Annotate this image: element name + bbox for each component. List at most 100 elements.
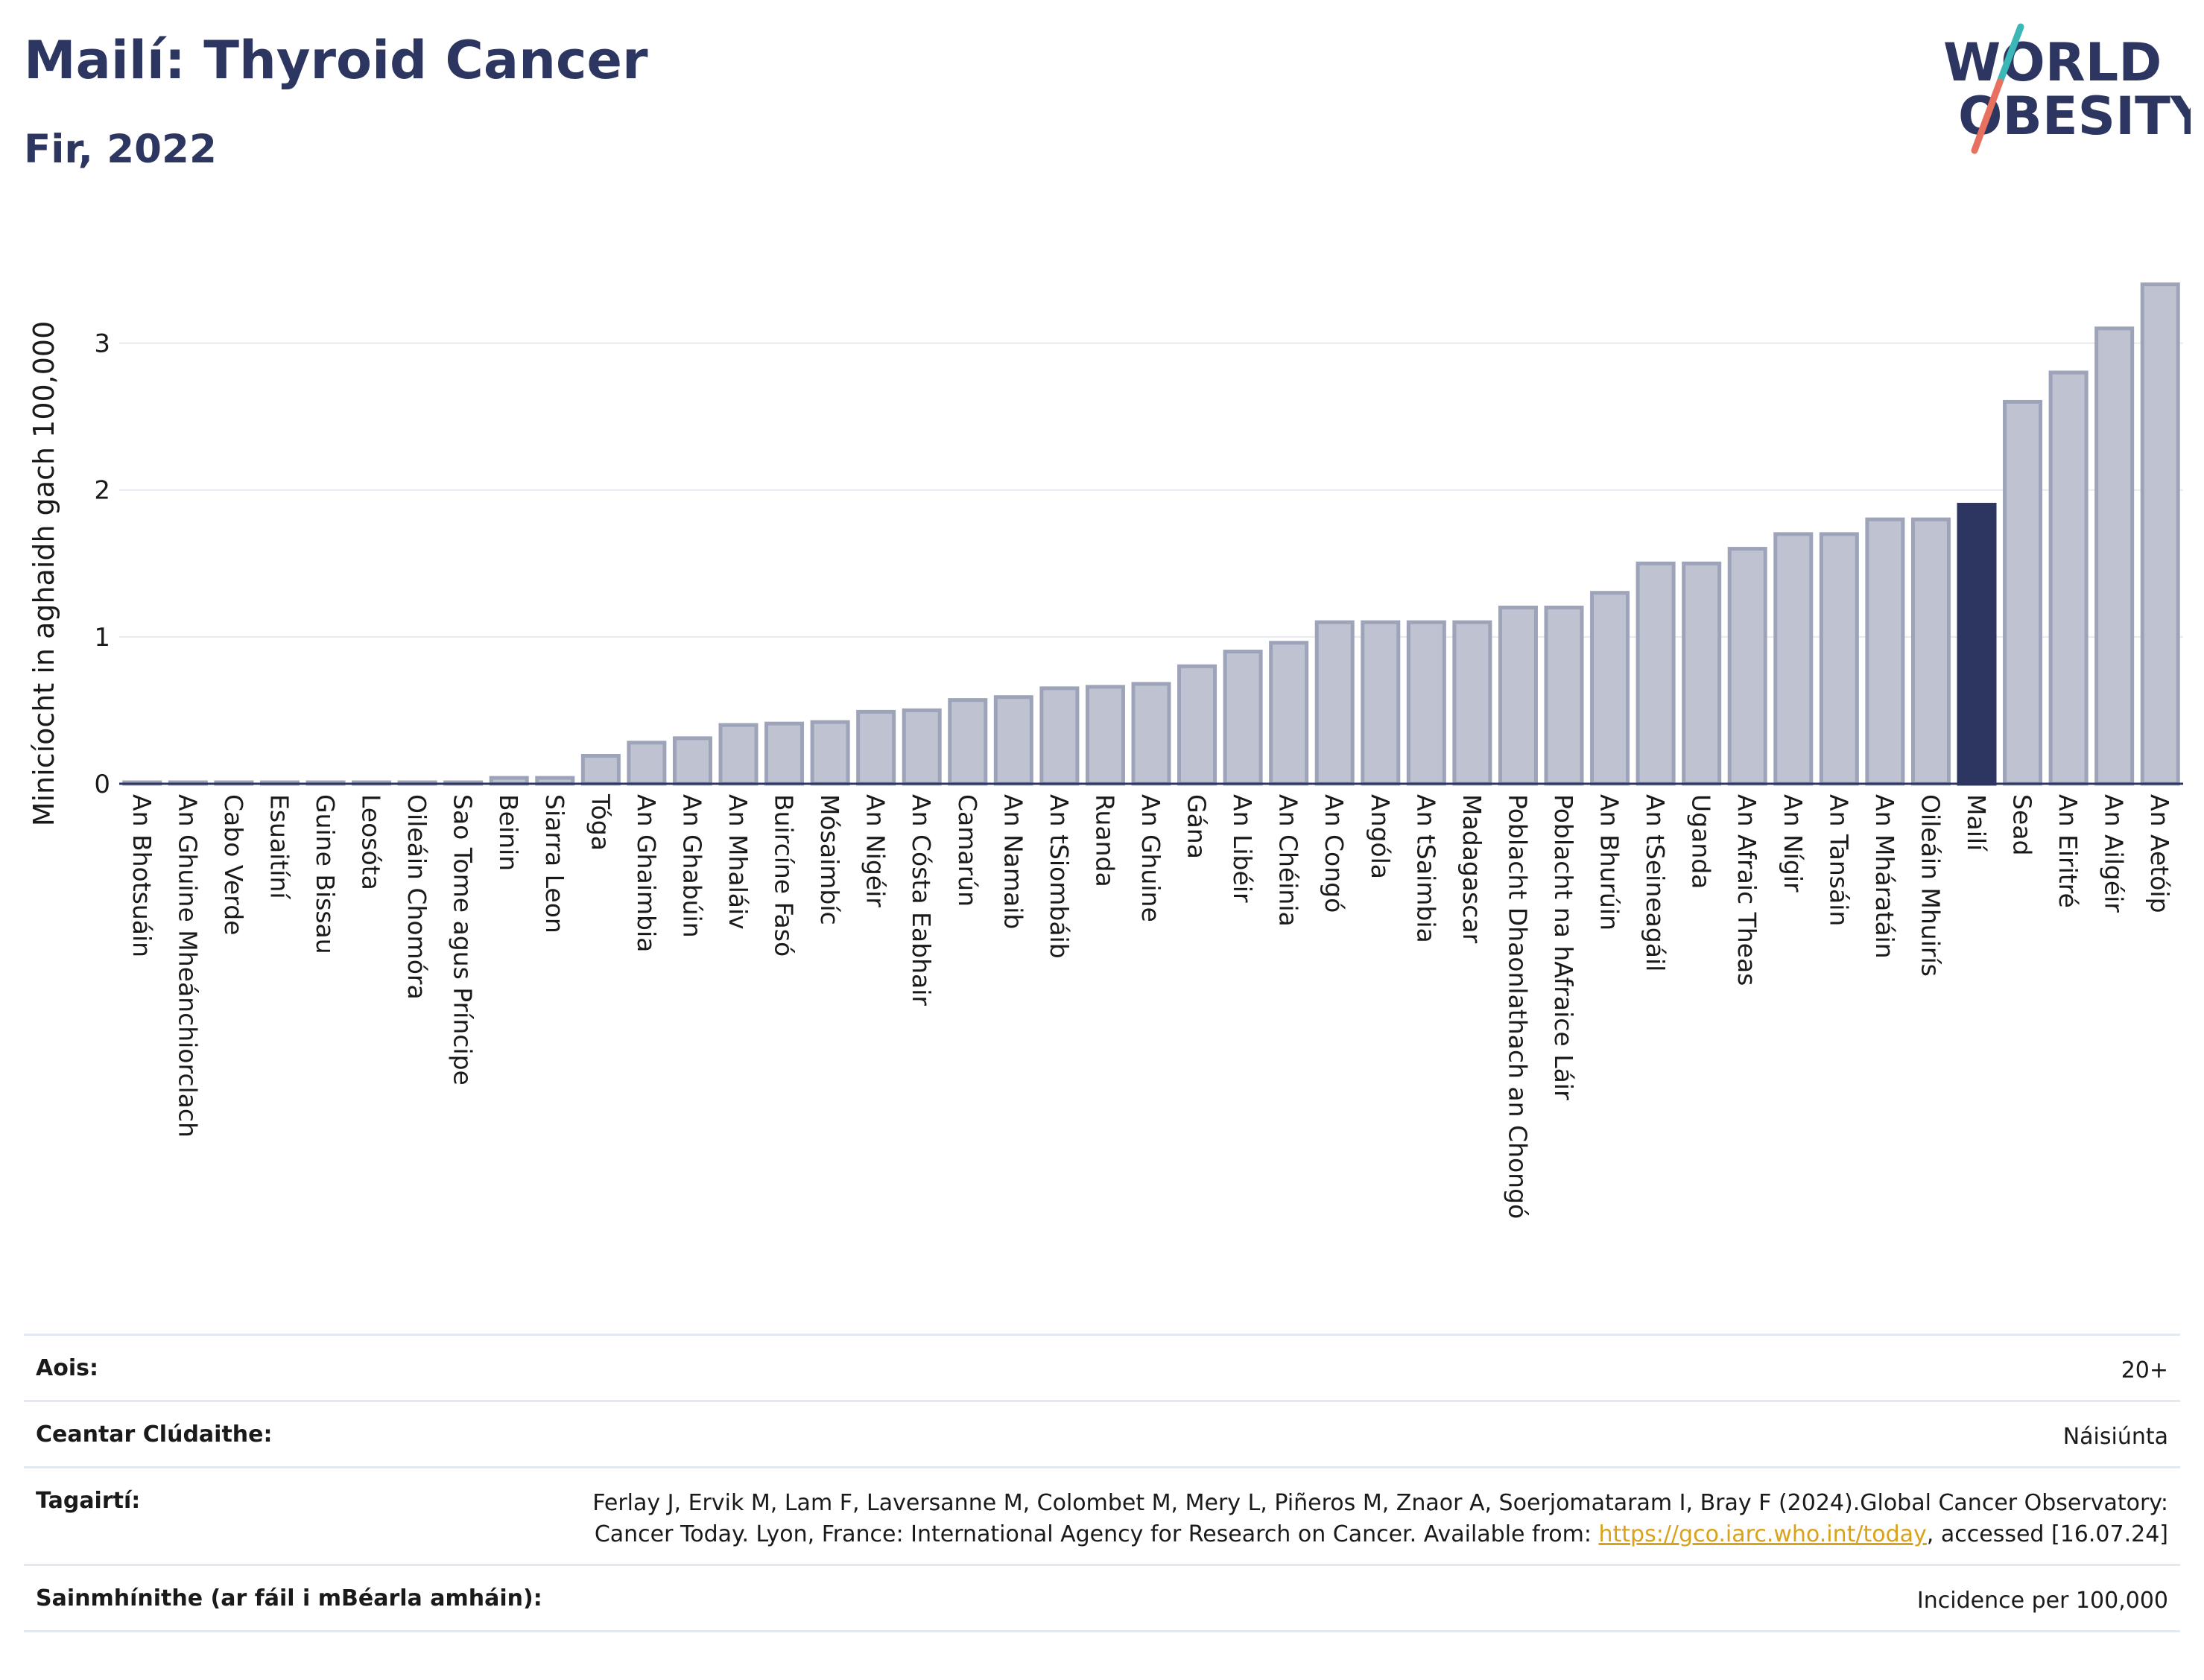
bar [1039,686,1080,786]
world-obesity-logo: WORLD OBESITY [1943,23,2191,154]
bar [627,741,667,786]
x-tick-label: An Eiritré [2053,794,2083,908]
bar [1910,517,1951,786]
x-tick-label: Guine Bissau [311,794,340,954]
x-tick-label: Gána [1182,794,1212,859]
x-tick-label: An Tansáin [1824,794,1853,926]
x-tick-label: An Afraic Theas [1732,794,1761,986]
x-tick-label: An Aetóip [2145,794,2174,913]
axes: 0 1 2 3 [94,329,2183,799]
x-tick-label: Camarún [953,794,982,907]
info-value-references: Ferlay J, Ervik M, Lam F, Laversanne M, … [529,1488,2168,1550]
x-tick-label: Uganda [1687,794,1716,889]
reference-text: Ferlay J, Ervik M, Lam F, Laversanne M, … [592,1490,2168,1547]
x-tick-label: Sao Tome agus Príncipe [449,794,478,1085]
x-tick-label: An Congó [1320,794,1349,913]
x-tick-label: An Mhaláiv [723,794,753,930]
x-tick-label: Beinin [494,794,523,871]
logo-slash-teal [1996,23,2024,86]
bar [948,698,988,786]
x-tick-label: Ruanda [1090,794,1119,887]
info-value-definitions: Incidence per 100,000 [1916,1588,2168,1614]
x-tick-label: Buircíne Fasó [770,794,799,957]
category-labels: An Bhotsuáin An Ghuine Mheánchiorclach Cab… [127,793,2174,1219]
bar [1635,561,1676,786]
bar [1406,620,1446,786]
bar [1590,591,1630,786]
info-table: Aois: 20+ Ceantar Clúdaithe: Náisiúnta T… [24,1334,2180,1632]
bar [1361,620,1401,786]
x-tick-label: An Chéinia [1274,794,1303,927]
x-tick-label: An Ghuine [1136,794,1165,922]
bar [902,708,942,786]
x-tick-label: An Ailgéir [2100,794,2129,913]
x-tick-label: Sead [2008,794,2037,855]
bar [2140,282,2180,786]
x-tick-label: An Cósta Eabhair [907,794,936,1006]
x-tick-label: Angóla [1366,794,1395,879]
bar [2094,326,2135,786]
x-tick-label: An Ghuine Mheánchiorclach [173,794,202,1138]
x-tick-label: An tSeineagáil [1641,794,1670,971]
bar [993,695,1033,786]
x-tick-label: Leosóta [357,794,386,890]
bar [1452,620,1492,786]
x-tick-label: Mailí [1962,794,1991,852]
info-value-coverage: Náisiúnta [2062,1424,2168,1450]
bar [580,754,621,786]
y-tick-label: 2 [94,476,110,506]
bar [1727,547,1767,786]
x-tick-label: Poblacht na hAfraice Láir [1549,794,1578,1100]
x-tick-label: Esuaitíní [265,794,294,900]
bar [1085,685,1125,786]
x-tick-label: Poblacht Dhaonlathach an Chongó [1503,794,1532,1219]
bar [1223,650,1263,786]
bar [1957,502,1997,786]
logo-slash-coral [1971,78,2004,154]
x-tick-label: Siarra Leon [540,794,569,933]
x-tick-label: An Libéir [1228,794,1257,903]
bar [1314,620,1355,786]
info-label-coverage: Ceantar Clúdaithe: [36,1421,273,1448]
bar [1177,664,1217,786]
bar [1773,532,1814,786]
x-tick-label: Tóga [586,793,615,851]
bar [1131,682,1171,786]
y-tick-label: 0 [94,770,110,799]
reference-link[interactable]: https://gco.iarc.who.int/today [1598,1521,1927,1547]
x-tick-label: An Mháratáin [1870,794,1899,959]
bar [810,720,850,786]
y-tick-label: 1 [94,623,110,653]
bar [672,736,712,786]
bars [122,282,2180,786]
info-value-age: 20+ [2121,1357,2168,1383]
bar [2048,370,2089,786]
x-tick-label: An tSaimbia [1411,794,1440,943]
x-tick-label: An Ghaimbia [632,794,661,952]
x-tick-label: Mósaimbíc [815,794,844,925]
bar [2003,399,2043,786]
bar [1682,561,1722,786]
x-tick-label: An Namaib [998,794,1027,929]
x-tick-label: An Bhurúin [1595,794,1624,931]
x-tick-label: Cabo Verde [219,794,248,935]
info-label-definitions: Sainmhínithe (ar fáil i mBéarla amháin): [36,1585,542,1611]
chart-title: Mailí: Thyroid Cancer [24,30,648,91]
bar [856,709,896,786]
bar [1498,605,1538,786]
bar [718,723,759,786]
bar [1865,517,1905,786]
x-tick-label: An Ghabúin [677,794,706,938]
x-tick-label: Madagascar [1457,794,1486,944]
bar-chart: 0 1 2 3 An Bhotsuáin An Ghuine Mheánchiorcla… [28,282,2183,1219]
x-tick-label: An Nigéir [861,794,890,907]
x-tick-label: Oileáin Chomóra [402,794,431,1000]
logo-text-world: WORLD [1943,32,2162,93]
y-tick-label: 3 [94,329,110,359]
info-label-references: Tagairtí: [36,1488,141,1514]
info-row-references: Tagairtí: Ferlay J, Ervik M, Lam F, Lave… [24,1466,2180,1564]
bar [764,721,805,786]
info-row-coverage: Ceantar Clúdaithe: Náisiúnta [24,1400,2180,1466]
x-tick-label: Oileáin Mhuirís [1916,794,1945,977]
reference-accessed: , accessed [16.07.24] [1926,1521,2168,1547]
